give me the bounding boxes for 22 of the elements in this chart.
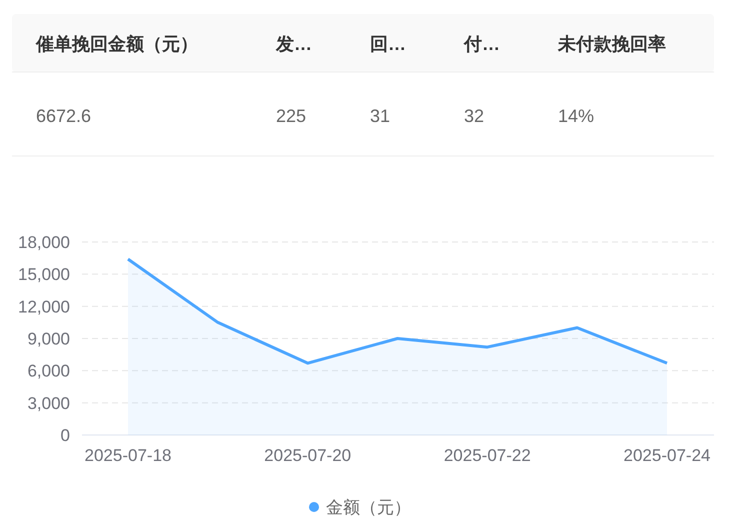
text: 付… — [463, 34, 500, 54]
y-tick-label: 12,000 — [18, 297, 70, 316]
y-tick-label: 3,000 — [27, 394, 70, 413]
y-tick-label: 6,000 — [27, 362, 70, 381]
text: 32 — [464, 106, 484, 126]
text: 回… — [370, 34, 406, 54]
text: 未付款挽回率 — [557, 34, 666, 54]
text: 225 — [276, 106, 306, 126]
y-tick-label: 15,000 — [18, 265, 70, 284]
y-tick-label: 18,000 — [18, 233, 70, 252]
x-tick-label: 2025-07-20 — [264, 446, 352, 465]
text: 6672.6 — [36, 106, 92, 126]
text: 31 — [370, 106, 390, 126]
y-tick-label: 0 — [60, 426, 70, 445]
x-tick-label: 2025-07-18 — [84, 446, 172, 465]
text: 催单挽回金额（元） — [35, 34, 198, 54]
legend-label: 金额（元） — [326, 498, 411, 517]
x-tick-label: 2025-07-24 — [624, 446, 710, 465]
text: 14% — [558, 106, 594, 126]
y-tick-label: 9,000 — [27, 330, 70, 348]
text: 发… — [275, 34, 312, 54]
x-tick-label: 2025-07-22 — [444, 446, 531, 465]
